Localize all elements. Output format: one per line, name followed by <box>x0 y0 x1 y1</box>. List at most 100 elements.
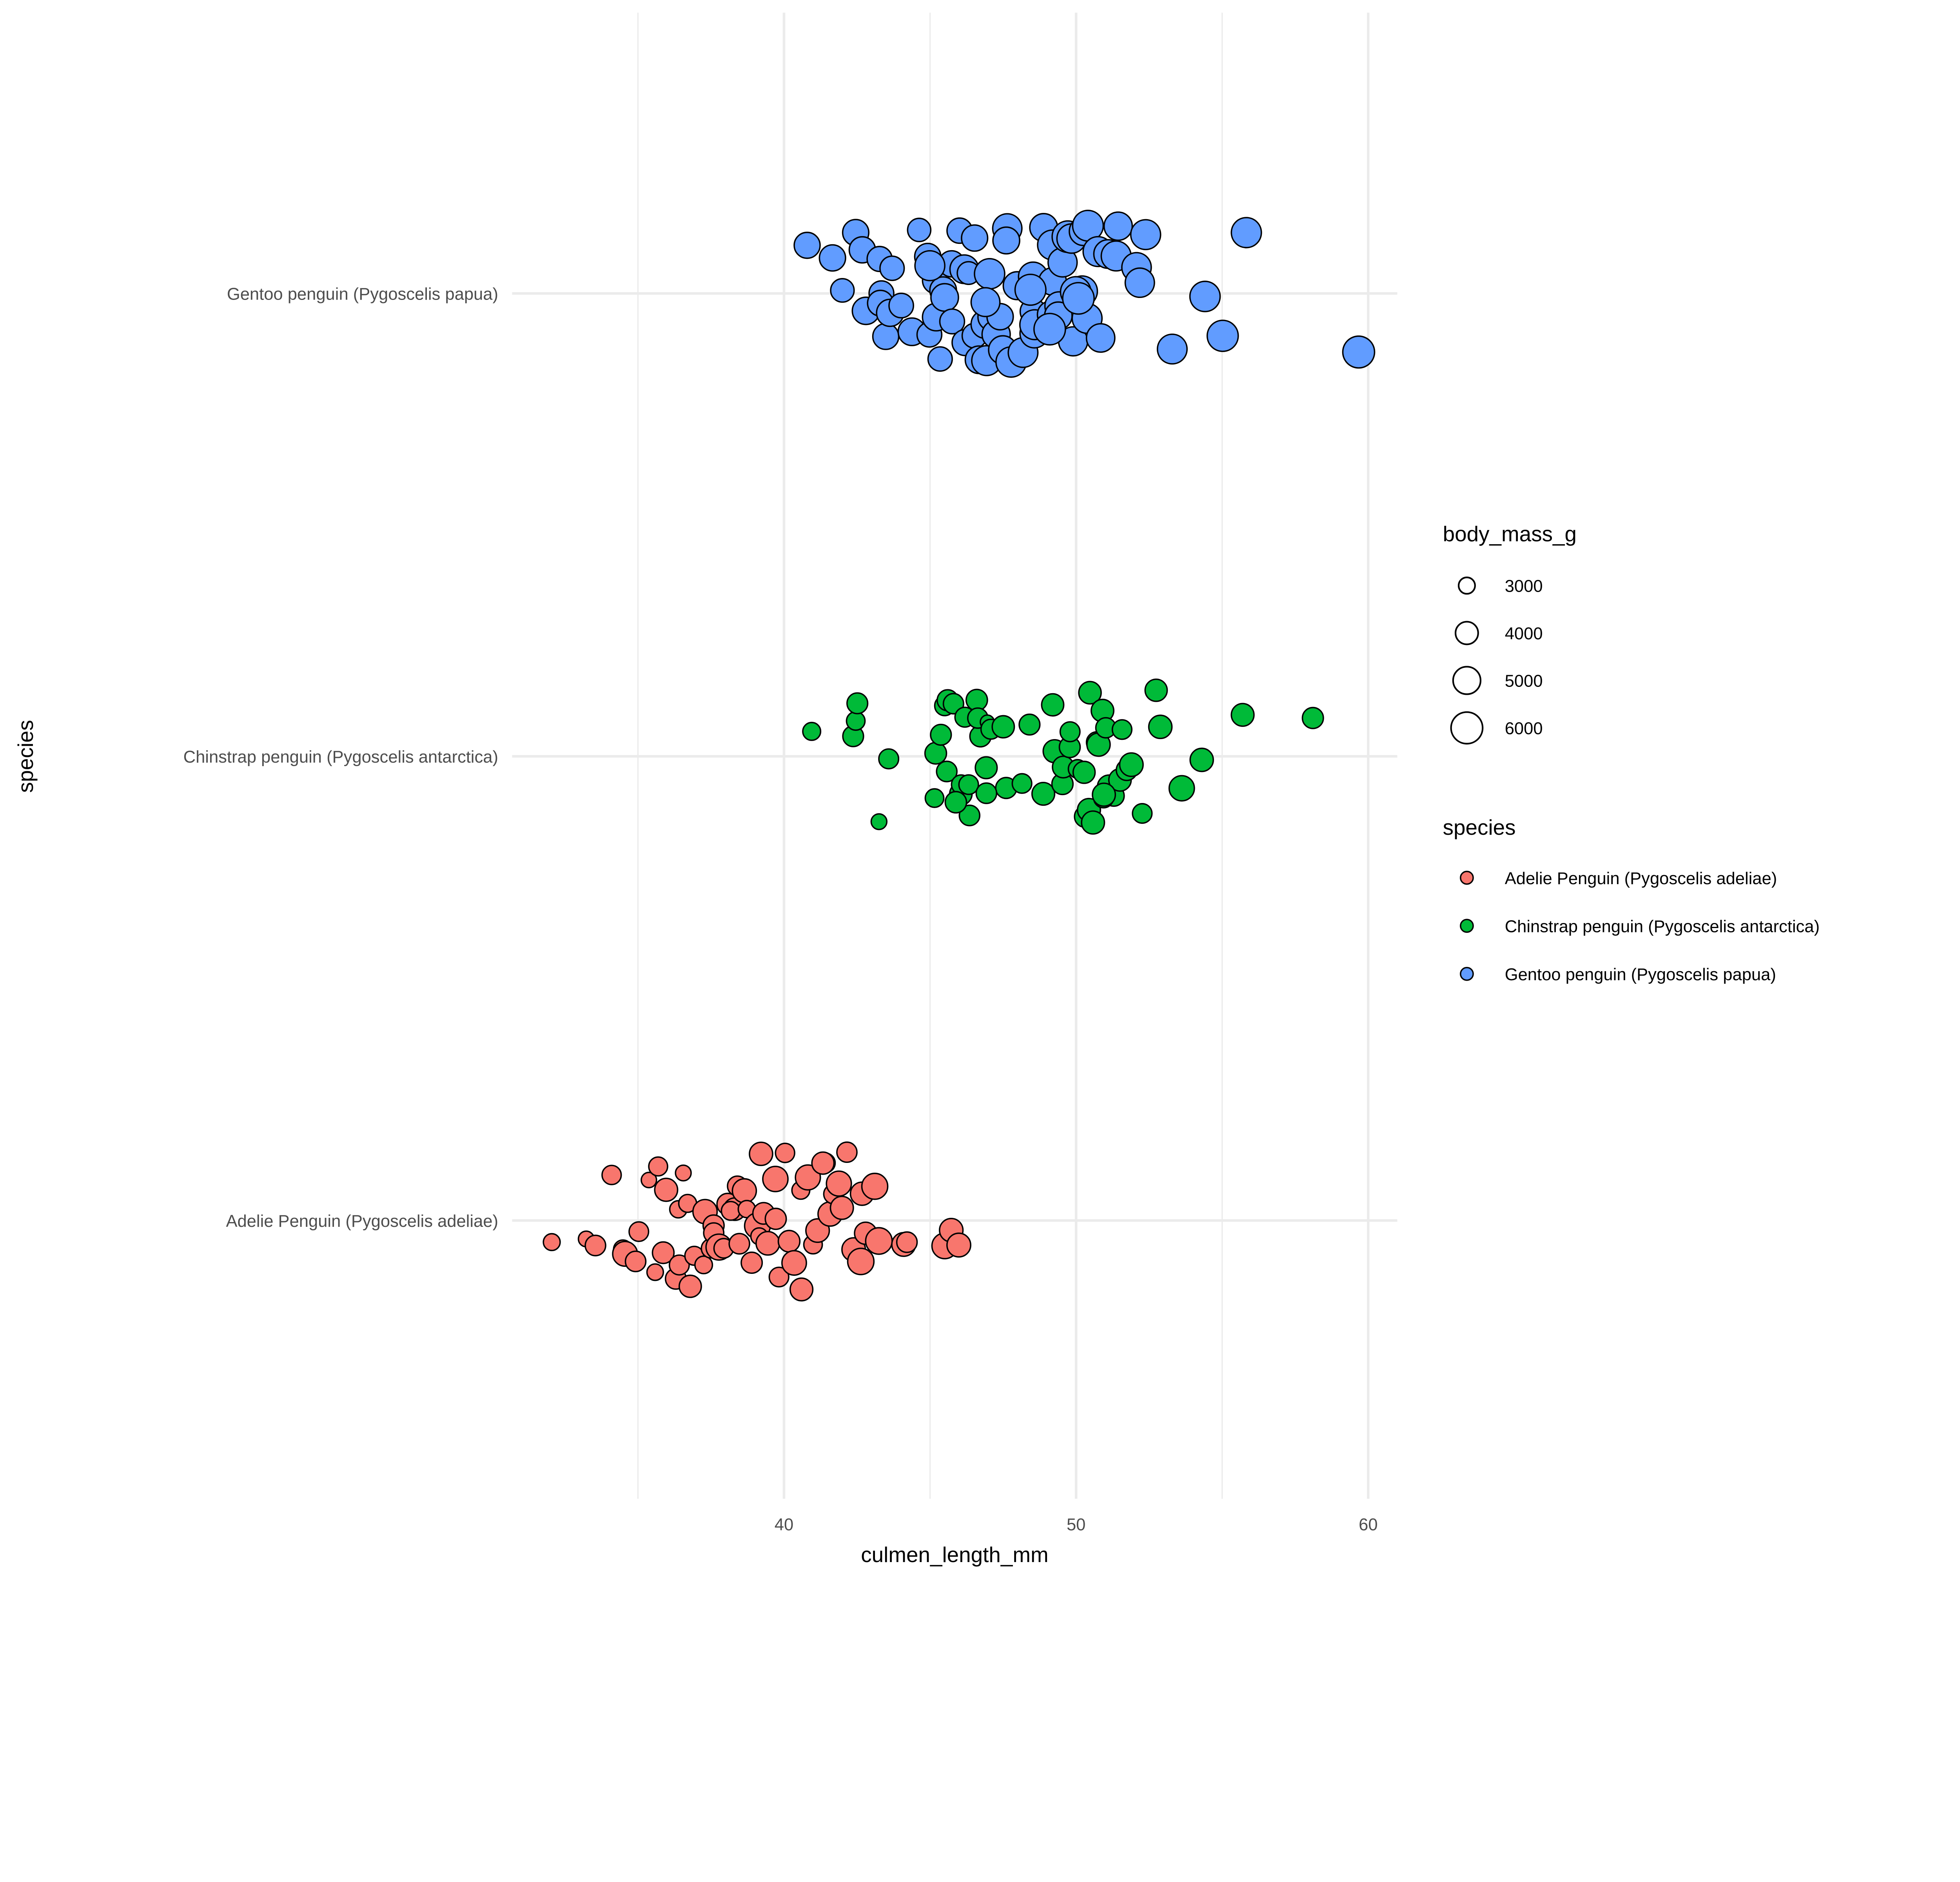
data-point <box>1189 280 1221 312</box>
data-point <box>896 1231 918 1253</box>
data-point <box>1130 219 1161 251</box>
data-point <box>870 813 888 830</box>
data-point <box>1132 803 1153 824</box>
data-point <box>1081 810 1105 835</box>
color-legend-title: species <box>1443 815 1516 839</box>
data-point <box>624 1250 647 1272</box>
size-legend-key <box>1450 711 1484 745</box>
data-point <box>946 1232 971 1258</box>
y-axis-title: species <box>13 720 38 793</box>
data-point <box>924 788 945 808</box>
color-legend-key <box>1460 919 1474 933</box>
data-point <box>646 1263 664 1281</box>
data-point <box>1124 267 1155 298</box>
data-point <box>781 1250 807 1276</box>
data-point <box>1041 693 1065 717</box>
data-point <box>668 1254 690 1276</box>
x-tick-labels: 40 50 60 <box>775 1515 1378 1534</box>
data-point <box>1301 707 1324 729</box>
data-point <box>1148 714 1173 739</box>
data-point <box>543 1233 561 1252</box>
data-point <box>924 741 947 765</box>
data-point <box>846 711 866 731</box>
data-point <box>811 1151 835 1175</box>
data-point <box>628 1221 650 1242</box>
y-tick-label: Adelie Penguin (Pygoscelis adeliae) <box>226 1212 498 1231</box>
data-point <box>970 287 1001 318</box>
data-point <box>795 1164 821 1191</box>
data-point <box>818 244 846 272</box>
color-legend-key <box>1460 966 1474 981</box>
data-point <box>974 258 1005 290</box>
data-point <box>830 278 855 303</box>
data-point <box>652 1241 675 1264</box>
data-point <box>936 760 958 783</box>
size-legend-title: body_mass_g <box>1443 522 1577 546</box>
data-point <box>762 1166 789 1192</box>
color-legend-label: Gentoo penguin (Pygoscelis papua) <box>1505 965 1776 984</box>
y-tick-label: Chinstrap penguin (Pygoscelis antarctica… <box>183 748 498 767</box>
data-point <box>728 1233 750 1255</box>
data-point <box>836 1141 858 1163</box>
data-point <box>1078 681 1102 705</box>
data-point <box>777 1230 801 1253</box>
size-legend-label: 5000 <box>1505 672 1543 691</box>
data-point <box>740 1252 763 1274</box>
data-point <box>958 774 979 795</box>
data-point <box>720 1201 741 1221</box>
size-legend-label: 6000 <box>1505 719 1543 738</box>
data-point <box>861 1172 889 1200</box>
data-point <box>793 231 821 259</box>
data-point <box>847 1248 875 1275</box>
data-point <box>914 250 946 282</box>
data-point <box>675 1164 692 1182</box>
data-point <box>755 1231 780 1256</box>
x-axis-title: culmen_length_mm <box>861 1542 1048 1567</box>
x-tick-label: 60 <box>1359 1515 1377 1534</box>
data-point <box>872 323 900 350</box>
data-point <box>789 1277 814 1302</box>
data-point <box>1092 782 1116 807</box>
data-point <box>930 283 959 312</box>
data-point <box>1072 761 1096 784</box>
data-point <box>1011 773 1033 794</box>
data-point <box>1085 323 1116 353</box>
data-point <box>991 715 1015 739</box>
data-point <box>802 721 822 741</box>
data-point <box>1062 282 1095 315</box>
data-point <box>975 782 998 804</box>
color-legend-key <box>1460 870 1474 885</box>
data-point <box>846 692 869 714</box>
data-point <box>1014 273 1047 306</box>
data-point <box>1189 747 1214 772</box>
data-point <box>1168 775 1195 802</box>
data-point <box>944 791 967 814</box>
data-point <box>927 346 953 372</box>
data-point <box>641 1172 657 1188</box>
data-point <box>879 255 905 281</box>
data-point <box>768 1266 789 1288</box>
data-point <box>829 1195 854 1220</box>
data-point <box>749 1141 773 1166</box>
data-point <box>1119 752 1144 777</box>
data-point <box>1033 312 1066 346</box>
data-point <box>1342 335 1376 369</box>
data-point <box>601 1164 622 1185</box>
data-point <box>958 805 981 827</box>
data-point <box>1111 719 1132 740</box>
y-tick-labels: Adelie Penguin (Pygoscelis adeliae) Chins… <box>183 285 498 1231</box>
data-point <box>865 1227 893 1255</box>
data-point <box>764 1208 787 1230</box>
scatter-chart: 40 50 60 Adelie Penguin (Pygoscelis adelia… <box>13 13 1820 1567</box>
data-point <box>731 1178 757 1204</box>
data-point <box>826 1170 852 1197</box>
color-legend-label: Adelie Penguin (Pygoscelis adeliae) <box>1505 869 1777 888</box>
data-point <box>930 723 952 746</box>
data-point <box>878 748 900 770</box>
data-point <box>992 226 1020 255</box>
size-legend-label: 4000 <box>1505 625 1543 643</box>
data-point <box>775 1143 795 1163</box>
size-legend-key <box>1454 621 1479 645</box>
data-point <box>654 1177 679 1202</box>
size-legend-key <box>1457 576 1476 595</box>
